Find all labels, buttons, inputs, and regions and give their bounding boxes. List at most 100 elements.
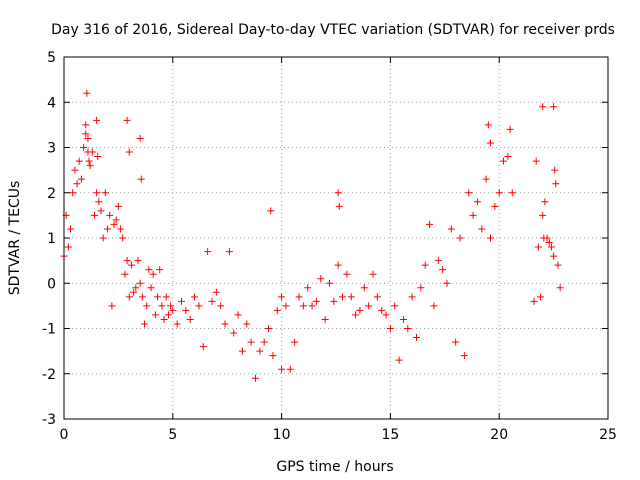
data-point	[395, 356, 403, 364]
data-points	[60, 89, 564, 382]
data-point	[478, 225, 486, 233]
data-point	[256, 347, 264, 355]
data-point	[93, 116, 101, 124]
data-point	[465, 189, 473, 197]
y-tick-label: 3	[47, 141, 56, 157]
data-point	[204, 248, 212, 256]
data-point	[539, 103, 547, 111]
data-point	[141, 320, 149, 328]
data-point	[130, 288, 138, 296]
data-point	[335, 202, 343, 210]
data-point	[73, 180, 81, 188]
data-point	[360, 284, 368, 292]
data-point	[162, 293, 170, 301]
data-point	[243, 320, 251, 328]
data-point	[191, 293, 199, 301]
data-point	[343, 270, 351, 278]
data-point	[106, 211, 114, 219]
data-point	[186, 315, 194, 323]
plot-frame	[63, 56, 609, 420]
data-point	[378, 306, 386, 314]
data-point	[67, 225, 75, 233]
data-point	[369, 270, 377, 278]
data-point	[125, 293, 133, 301]
data-point	[317, 275, 325, 283]
data-point	[460, 352, 468, 360]
data-point	[273, 306, 281, 314]
x-tick-label: 20	[490, 427, 508, 443]
data-point	[199, 343, 207, 351]
data-point	[491, 202, 499, 210]
data-point	[530, 297, 538, 305]
data-point	[321, 315, 329, 323]
data-point	[278, 293, 286, 301]
data-point	[473, 198, 481, 206]
y-tick-label: -2	[42, 367, 56, 383]
data-point	[178, 297, 186, 305]
data-point	[265, 325, 273, 332]
data-point	[71, 166, 79, 174]
data-point	[230, 329, 238, 337]
data-point	[299, 302, 307, 310]
data-point	[182, 306, 190, 314]
data-point	[547, 243, 555, 251]
x-tick-label: 25	[599, 427, 617, 443]
data-point	[551, 166, 559, 174]
data-point	[554, 261, 562, 269]
data-point	[486, 139, 494, 147]
data-point	[269, 352, 277, 360]
data-point	[93, 189, 101, 197]
data-point	[143, 302, 151, 310]
data-point	[95, 198, 103, 206]
data-point	[537, 293, 545, 301]
data-point	[145, 266, 153, 274]
data-point	[127, 261, 135, 269]
data-point	[550, 103, 558, 111]
data-point	[117, 225, 125, 233]
data-point	[439, 266, 447, 274]
y-tick-label: 5	[47, 50, 56, 66]
data-point	[234, 311, 242, 319]
data-point	[167, 302, 175, 310]
data-point	[495, 189, 503, 197]
data-point	[134, 257, 142, 265]
data-point	[64, 243, 72, 251]
data-point	[195, 302, 203, 310]
data-point	[136, 279, 144, 287]
data-point	[267, 207, 275, 215]
data-point	[330, 297, 338, 305]
data-point	[532, 157, 540, 165]
data-point	[225, 248, 233, 256]
data-point	[278, 365, 286, 373]
data-point	[500, 157, 508, 165]
axes: 0 5 10 15 20 25 -3 -2 -1 0 1 2 3 4 5	[42, 50, 617, 443]
data-point	[447, 225, 455, 233]
data-point	[413, 334, 421, 342]
data-point	[443, 279, 451, 287]
data-point	[83, 89, 91, 97]
data-point	[399, 315, 407, 323]
data-point	[169, 306, 177, 314]
data-point	[352, 311, 360, 319]
data-point	[138, 293, 146, 301]
data-point	[90, 211, 98, 219]
data-point	[82, 130, 90, 138]
data-point	[347, 293, 355, 301]
data-point	[545, 239, 553, 247]
data-point	[137, 175, 145, 183]
data-point	[334, 261, 342, 269]
y-tick-label: -3	[42, 412, 56, 428]
data-point	[77, 175, 85, 183]
data-point	[484, 121, 492, 129]
data-point	[534, 243, 542, 251]
data-point	[304, 284, 312, 292]
data-point	[434, 257, 442, 265]
data-point	[482, 175, 490, 183]
data-point	[504, 153, 512, 161]
data-point	[251, 374, 259, 382]
data-point	[99, 234, 107, 242]
data-point	[221, 320, 229, 328]
data-point	[112, 216, 120, 224]
